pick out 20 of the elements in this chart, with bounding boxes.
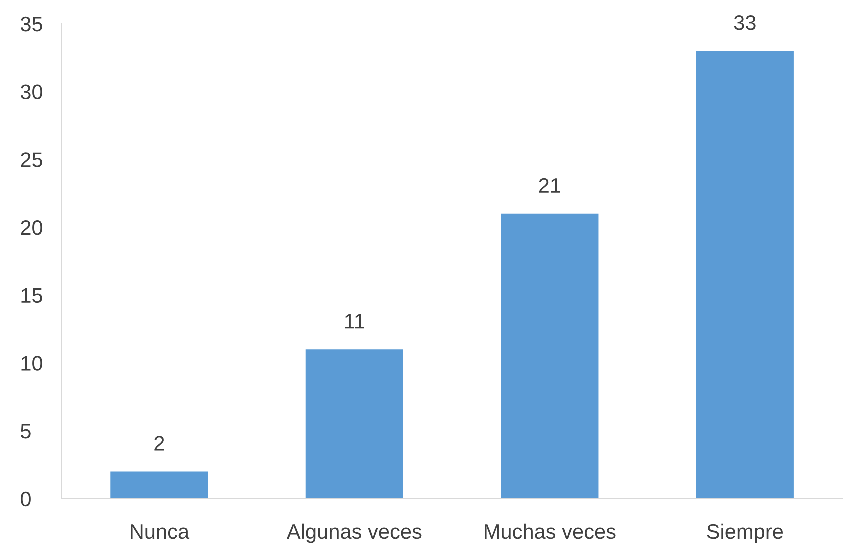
y-tick-label: 0 xyxy=(20,492,31,507)
data-label: 21 xyxy=(539,178,560,193)
y-tick-label: 30 xyxy=(20,84,43,100)
x-tick-label: Algunas veces xyxy=(286,524,422,544)
data-label: 33 xyxy=(734,16,756,30)
y-tick-label: 15 xyxy=(22,288,42,304)
x-tick-label: Muchas veces xyxy=(485,524,616,540)
x-tick-label: Siempre xyxy=(707,524,784,544)
y-tick-label: 35 xyxy=(20,16,42,32)
y-tick-label: 5 xyxy=(21,424,31,439)
data-label: 2 xyxy=(154,436,164,451)
y-tick-label: 20 xyxy=(21,220,43,236)
bar xyxy=(110,472,208,499)
y-tick-label: 10 xyxy=(22,356,43,371)
bar xyxy=(501,214,599,499)
data-label: 11 xyxy=(345,314,364,329)
x-tick-label: Nunca xyxy=(131,524,190,540)
bar xyxy=(306,350,404,499)
y-tick-label: 25 xyxy=(21,152,42,168)
bar xyxy=(696,51,794,499)
